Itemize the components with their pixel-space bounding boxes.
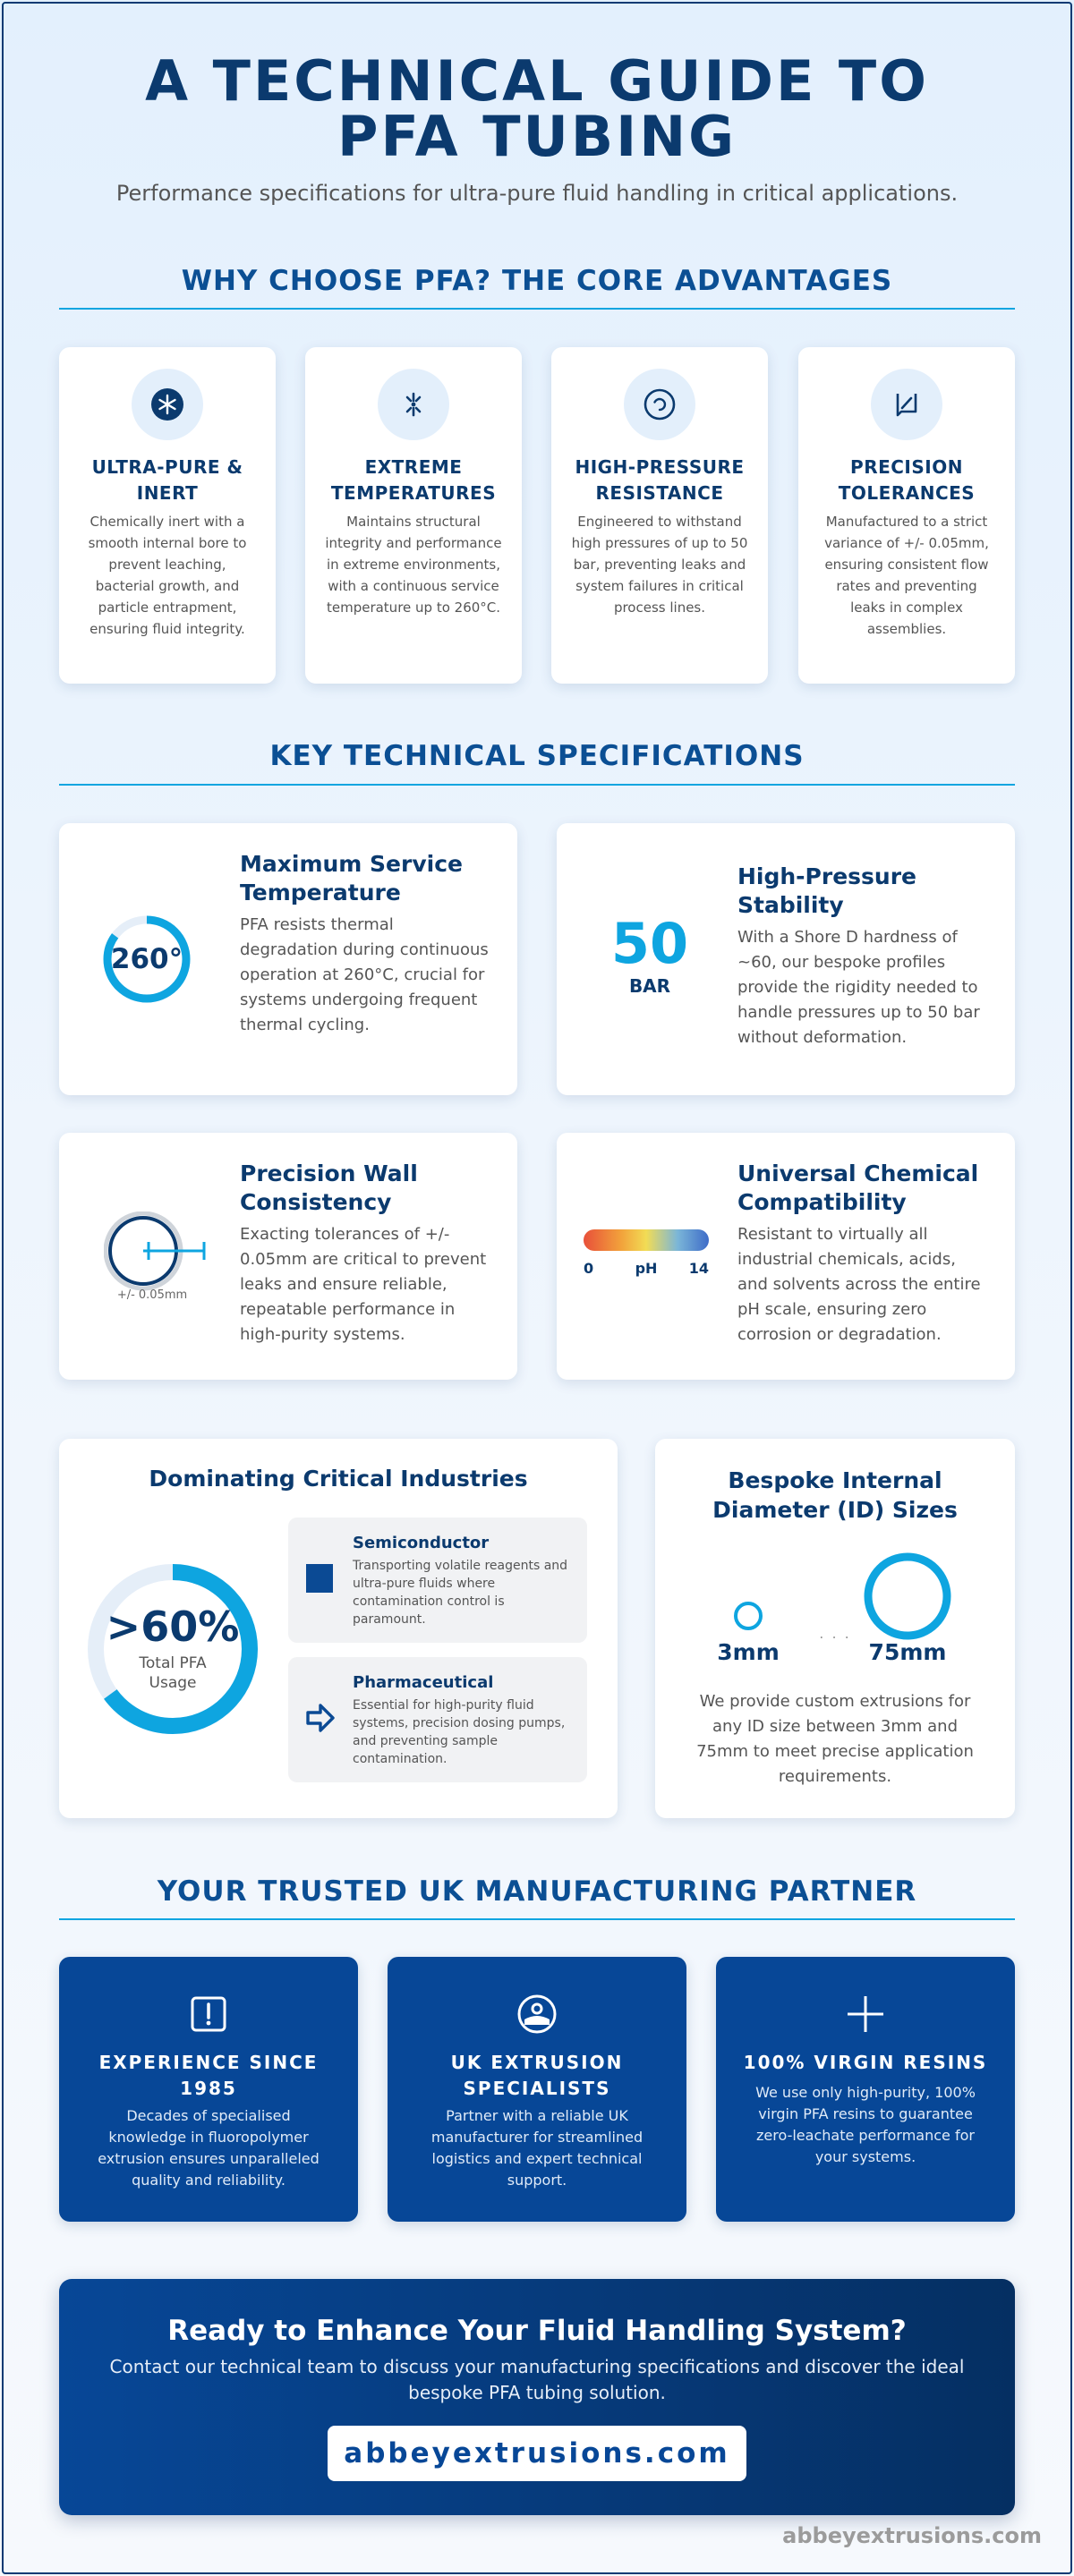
advantage-title: HIGH-PRESSURE RESISTANCE bbox=[564, 455, 755, 506]
id-min-label: 3mm bbox=[703, 1639, 793, 1665]
industries-card: Dominating Critical Industries >60% Tota… bbox=[59, 1439, 618, 1818]
partner-card-uk-extrusion: UK EXTRUSION SPECIALISTS Partner with a … bbox=[388, 1957, 686, 2222]
gauge-icon bbox=[624, 369, 695, 440]
partner-body: Decades of specialised knowledge in fluo… bbox=[91, 2105, 326, 2191]
industries-title: Dominating Critical Industries bbox=[59, 1466, 618, 1492]
partner-body: We use only high-purity, 100% virgin PFA… bbox=[748, 2082, 983, 2168]
call-to-action-panel: Ready to Enhance Your Fluid Handling Sys… bbox=[59, 2279, 1015, 2515]
chip-square-icon bbox=[306, 1564, 333, 1593]
partner-title: 100% VIRGIN RESINS bbox=[734, 2050, 997, 2076]
id-sizes-body: We provide custom extrusions for any ID … bbox=[691, 1689, 979, 1790]
specs-heading: KEY TECHNICAL SPECIFICATIONS bbox=[59, 740, 1015, 772]
ruler-precision-icon bbox=[871, 369, 942, 440]
thermometer-icon bbox=[187, 1993, 230, 2036]
industry-description: Transporting volatile reagents and ultra… bbox=[353, 1557, 571, 1628]
industry-name: Pharmaceutical bbox=[353, 1673, 493, 1692]
advantage-body: Manufactured to a strict variance of +/-… bbox=[818, 511, 995, 640]
advantages-heading: WHY CHOOSE PFA? THE CORE ADVANTAGES bbox=[59, 265, 1015, 297]
page-subtitle: Performance specifications for ultra-pur… bbox=[0, 181, 1074, 206]
atom-icon bbox=[132, 369, 203, 440]
id-sizes-card: Bespoke Internal Diameter (ID) Sizes 3mm… bbox=[655, 1439, 1015, 1818]
advantage-card-ultra-pure: ULTRA-PURE & INERT Chemically inert with… bbox=[59, 347, 276, 684]
advantage-card-temperatures: EXTREME TEMPERATURES Maintains structura… bbox=[305, 347, 522, 684]
spec-title: High-Pressure Stability bbox=[737, 863, 984, 920]
section-divider bbox=[59, 1918, 1015, 1920]
ph-max-label: 14 bbox=[689, 1260, 709, 1277]
cta-title: Ready to Enhance Your Fluid Handling Sys… bbox=[59, 2315, 1015, 2347]
ph-scale-bar bbox=[584, 1229, 709, 1251]
arrow-right-icon bbox=[304, 1702, 337, 1734]
advantage-title: EXTREME TEMPERATURES bbox=[318, 455, 509, 506]
spec-card-pressure: 50 BAR High-Pressure Stability With a Sh… bbox=[557, 823, 1015, 1095]
extrusion-die-icon bbox=[516, 1993, 558, 2036]
advantage-title: PRECISION TOLERANCES bbox=[811, 455, 1002, 506]
spec-title: Universal Chemical Compatibility bbox=[737, 1160, 984, 1217]
spec-body: Exacting tolerances of +/- 0.05mm are cr… bbox=[240, 1222, 490, 1348]
advantage-card-precision: PRECISION TOLERANCES Manufactured to a s… bbox=[798, 347, 1015, 684]
section-divider bbox=[59, 308, 1015, 310]
spec-card-wall: +/- 0.05mm Precision Wall Consistency Ex… bbox=[59, 1133, 517, 1380]
spec-body: PFA resists thermal degradation during c… bbox=[240, 913, 490, 1038]
industry-name: Semiconductor bbox=[353, 1534, 489, 1552]
usage-stat-value: >60% bbox=[86, 1603, 260, 1650]
partner-card-virgin-resins: 100% VIRGIN RESINS We use only high-puri… bbox=[716, 1957, 1015, 2222]
advantage-body: Chemically inert with a smooth internal … bbox=[79, 511, 256, 640]
spec-title: Maximum Service Temperature bbox=[240, 850, 487, 907]
footer-website-url[interactable]: abbeyextrusions.com bbox=[782, 2523, 1042, 2548]
advantage-title: ULTRA-PURE & INERT bbox=[72, 455, 263, 506]
cta-body: Contact our technical team to discuss yo… bbox=[104, 2354, 970, 2406]
plus-icon bbox=[844, 1993, 887, 2036]
spec-body: With a Shore D hardness of ~60, our besp… bbox=[737, 925, 988, 1050]
spec-title: Precision Wall Consistency bbox=[240, 1160, 487, 1217]
partner-title: UK EXTRUSION SPECIALISTS bbox=[405, 2050, 669, 2102]
spec-body: Resistant to virtually all industrial ch… bbox=[737, 1222, 988, 1348]
tolerance-label: +/- 0.05mm bbox=[107, 1288, 197, 1302]
partner-heading: YOUR TRUSTED UK MANUFACTURING PARTNER bbox=[59, 1875, 1015, 1908]
spec-card-temperature: 260° Maximum Service Temperature PFA res… bbox=[59, 823, 517, 1095]
website-link-button[interactable]: abbeyextrusions.com bbox=[328, 2426, 746, 2481]
section-divider bbox=[59, 784, 1015, 786]
pressure-value: 50 bbox=[587, 914, 712, 973]
partner-title: EXPERIENCE SINCE 1985 bbox=[77, 2050, 340, 2102]
advantage-body: Maintains structural integrity and perfo… bbox=[325, 511, 502, 618]
advantage-card-pressure: HIGH-PRESSURE RESISTANCE Engineered to w… bbox=[551, 347, 768, 684]
advantage-body: Engineered to withstand high pressures o… bbox=[571, 511, 748, 618]
usage-stat-label: Total PFA Usage bbox=[124, 1654, 222, 1693]
partner-body: Partner with a reliable UK manufacturer … bbox=[420, 2105, 654, 2191]
snowflake-sun-icon bbox=[378, 369, 449, 440]
id-sizes-title: Bespoke Internal Diameter (ID) Sizes bbox=[691, 1466, 979, 1525]
temperature-value: 260° bbox=[100, 943, 193, 975]
partner-card-experience: EXPERIENCE SINCE 1985 Decades of special… bbox=[59, 1957, 358, 2222]
pressure-unit: BAR bbox=[587, 975, 712, 997]
industry-item-pharmaceutical: Pharmaceutical Essential for high-purity… bbox=[288, 1657, 587, 1782]
industry-description: Essential for high-purity fluid systems,… bbox=[353, 1696, 571, 1768]
spec-card-chemical: 0 pH 14 Universal Chemical Compatibility… bbox=[557, 1133, 1015, 1380]
id-max-label: 75mm bbox=[863, 1639, 952, 1665]
industry-item-semiconductor: Semiconductor Transporting volatile reag… bbox=[288, 1518, 587, 1643]
page-title: A TECHNICAL GUIDE TO PFA TUBING bbox=[0, 54, 1074, 165]
wall-cross-section-icon bbox=[104, 1211, 209, 1301]
